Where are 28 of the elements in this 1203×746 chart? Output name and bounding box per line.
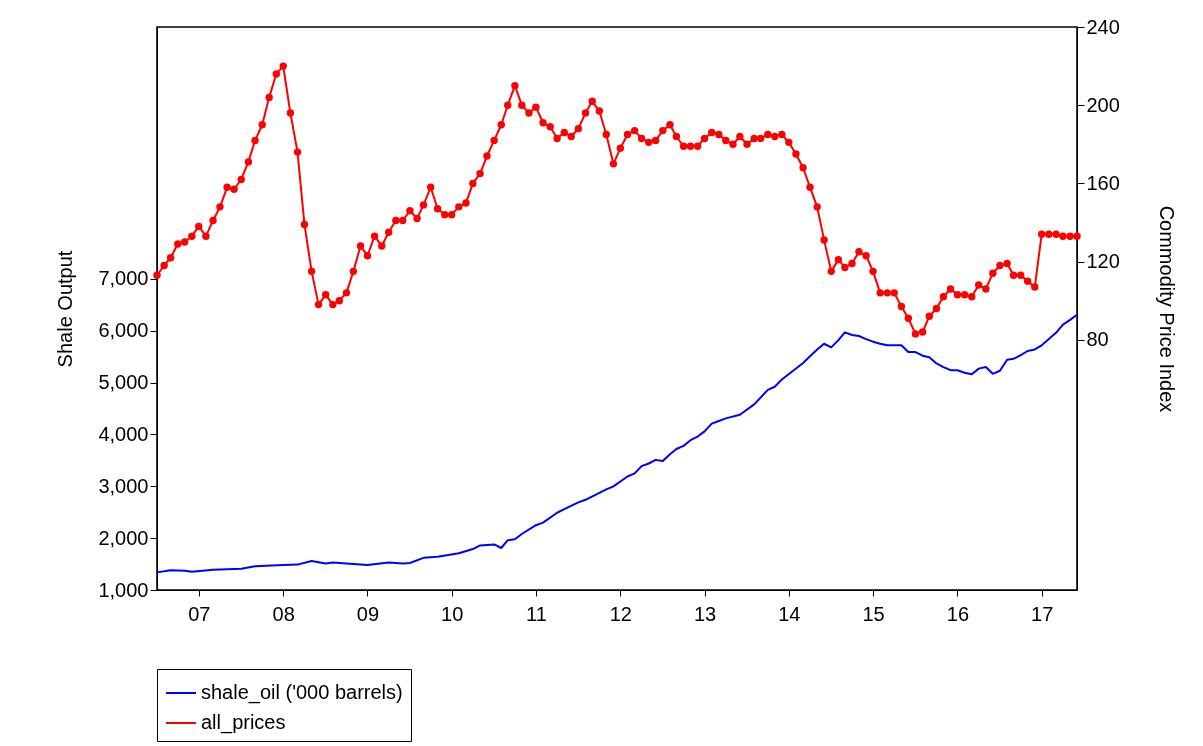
y2-tick-label: 80 — [1086, 328, 1109, 351]
y-tick-label: 2,000 — [98, 526, 149, 549]
x-tick-label: 07 — [188, 602, 211, 625]
y2-tick-label: 240 — [1086, 15, 1120, 38]
y-tick-label: 4,000 — [98, 422, 149, 445]
y2-tick-label: 120 — [1086, 250, 1120, 273]
y-tick-label: 5,000 — [98, 371, 149, 394]
line-series — [156, 313, 1078, 574]
x-tick-label: 16 — [946, 602, 970, 625]
x-tick-label: 10 — [441, 602, 464, 625]
y-tick-label: 7,000 — [98, 267, 149, 290]
y-tick-label: 6,000 — [98, 319, 149, 342]
y-axis-title: Shale Output — [54, 250, 77, 368]
x-tick-label: 09 — [356, 602, 380, 625]
y2-tick-label: 200 — [1086, 93, 1120, 116]
y-tick-label: 1,000 — [98, 578, 149, 601]
legend-label: all_prices — [201, 711, 286, 734]
x-tick-label: 14 — [778, 602, 801, 625]
x-tick-label: 12 — [609, 602, 632, 625]
y2-axis-title: Commodity Price Index — [1155, 205, 1178, 413]
y-tick-label: 3,000 — [98, 474, 149, 497]
x-tick-label: 13 — [693, 602, 717, 625]
x-tick-label: 08 — [272, 602, 295, 625]
y2-tick-label: 160 — [1086, 171, 1120, 194]
x-tick-label: 17 — [1031, 602, 1054, 625]
legend-label: shale_oil ('000 barrels) — [201, 681, 403, 704]
x-tick-label: 11 — [526, 602, 547, 625]
x-tick-label: 15 — [862, 602, 885, 625]
